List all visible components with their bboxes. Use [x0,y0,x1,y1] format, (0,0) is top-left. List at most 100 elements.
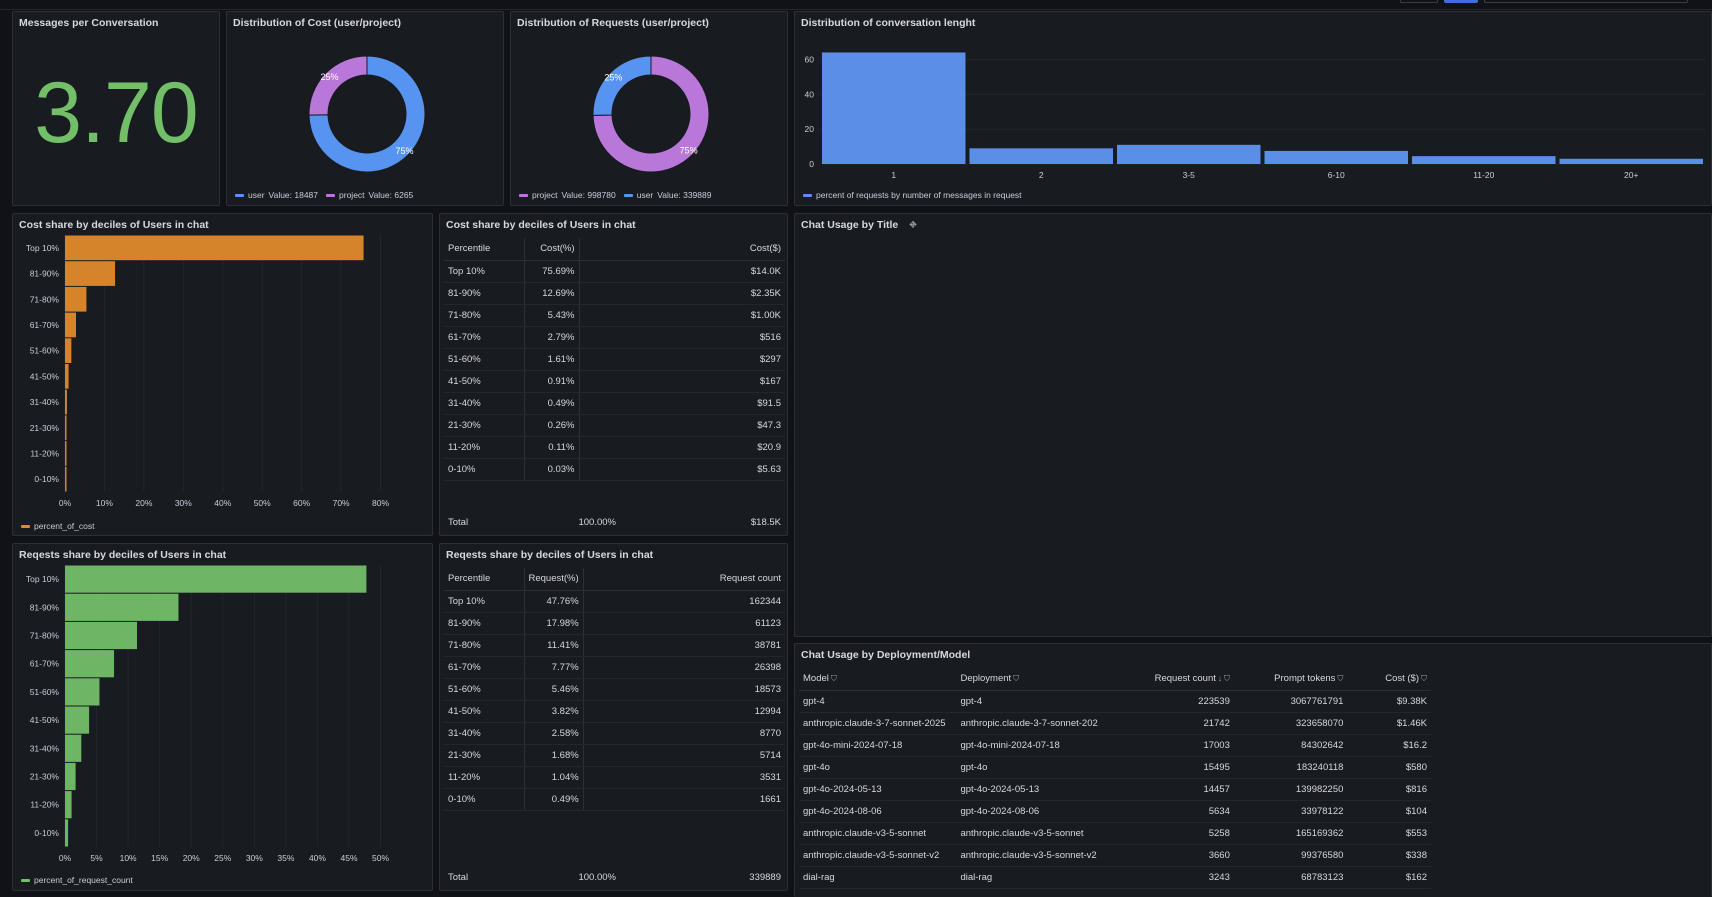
y-tick-label: Top 10% [26,243,60,253]
column-header[interactable]: Model ⛉ [799,668,957,691]
table-cell: 0.03% [523,458,579,481]
panel-title: Distribution of Requests (user/project) [517,17,709,29]
filter-icon[interactable]: ⛉ [1223,674,1230,684]
table-row: Top 10% 47.76% 162344 [444,590,785,613]
table-cell: 139982250 [1233,778,1348,801]
table-cell: 38781 [582,634,785,657]
legend-label[interactable]: project [339,190,365,200]
table-cell: 0.91% [523,370,579,393]
x-tick-label: 0% [59,498,72,508]
toolbar-button[interactable] [1400,0,1438,3]
filter-icon[interactable]: ⛉ [830,674,837,684]
column-header[interactable]: Cost ($) ⛉ [1347,668,1431,691]
table-row: 51-60% 5.46% 18573 [444,678,785,701]
chart-legend: percent of requests by number of message… [803,190,1022,200]
column-header[interactable]: Percentile [444,238,524,261]
link-off-icon[interactable]: ⛖ [909,220,918,231]
toolbar-button-active[interactable] [1444,0,1478,3]
table-cell: 61-70% [444,656,524,679]
legend-label[interactable]: user [248,190,265,200]
table-cell: gpt-4 [799,690,957,713]
bar-11-20- [65,791,72,819]
total-value: $18.5K [750,517,781,528]
table-cell: 0.26% [523,414,579,437]
table-cell: anthropic.claude-3-7-sonnet-202 [956,712,1125,735]
filter-icon[interactable]: ⛉ [1013,674,1020,684]
y-tick-label: 51-60% [30,687,60,697]
slice-label: 25% [321,72,339,82]
y-tick-label: 31-40% [30,743,60,753]
table-cell: gpt-4o [956,756,1125,779]
time-range-picker[interactable] [1484,0,1688,3]
bar-81-90- [65,593,179,621]
x-tick-label: 60% [293,498,310,508]
table-cell: 81-90% [444,612,524,635]
y-tick-label: 31-40% [30,397,60,407]
legend-swatch [235,193,244,197]
table-total-row: Total 100.00% 339889 [448,872,781,883]
column-header[interactable]: Request count ↓ ⛉ [1124,668,1234,691]
bar-61-70- [65,650,115,678]
filter-icon[interactable]: ⛉ [1337,674,1344,684]
table-cell: dial-rag [799,866,957,889]
legend-label[interactable]: user [636,190,654,200]
table-cell: $2.35K [578,282,785,305]
total-label: Total [448,872,469,883]
legend-value: Value: 6265 [368,190,414,200]
table-cell: anthropic.claude-3-7-sonnet-2025 [799,712,957,735]
y-tick-label: 41-50% [30,371,60,381]
conversation-length-chart: 0 20 40 60 1 2 3-5 6-10 11-20 20+ [805,52,1705,180]
cost-share-table: Percentile Cost(%) Cost($) Top 10% 75.69% $14… [444,238,785,481]
table-cell: gpt-4o-2024-08-06 [799,800,957,823]
x-tick-label: 80% [372,498,389,508]
filter-icon[interactable]: ⛉ [1421,674,1427,684]
table-cell: $162 [1347,866,1431,889]
table-row: dial-rag dial-rag 3243 68783123 $162 [799,866,1431,889]
table-cell: 3531 [582,766,785,789]
legend-label[interactable]: percent of requests by number of message… [816,190,1022,200]
table-cell: 61-70% [444,326,524,349]
table-row: 11-20% 1.04% 3531 [444,766,785,789]
column-header[interactable]: Prompt tokens ⛉ [1233,668,1348,691]
panel-title: Reqests share by deciles of Users in cha… [19,549,227,561]
table-cell: 68783123 [1233,866,1348,889]
legend-swatch [519,193,528,197]
y-tick-label: 81-90% [30,602,60,612]
y-tick-label: Top 10% [26,574,60,584]
x-tick-label: 6-10 [1328,170,1345,180]
slice-label: 75% [395,146,413,156]
y-tick-label: 61-70% [30,659,60,669]
column-header[interactable]: Cost($) [578,238,785,261]
legend-swatch [803,193,812,197]
bar-41-50- [65,706,90,734]
table-cell: 51-60% [444,678,524,701]
panel-title: Distribution of conversation lenght [801,17,976,29]
x-tick-label: 35% [277,853,294,863]
x-tick-label: 20% [183,853,200,863]
legend-swatch [326,193,336,197]
table-cell: 17003 [1124,734,1234,757]
table-cell: 41-50% [444,370,524,393]
request-share-chart-panel: Reqests share by deciles of Users in cha… [12,543,433,891]
sort-desc-icon[interactable]: ↓ [1217,674,1222,684]
bar-81-90- [65,261,116,286]
table-cell: 21-30% [444,414,524,437]
legend-label[interactable]: percent_of_cost [34,521,95,531]
legend-value: Value: 339889 [657,190,712,200]
table-cell: 71-80% [444,634,524,657]
bar-51-60- [65,678,100,706]
total-percent: 100.00% [578,517,616,528]
x-tick-label: 45% [340,853,357,863]
column-header[interactable]: Request(%) [523,568,584,591]
x-tick-label: 70% [333,498,350,508]
cost-distribution-panel: Distribution of Cost (user/project) 75% 2… [226,11,504,206]
legend-label[interactable]: percent_of_request_count [34,875,133,885]
column-header[interactable]: Percentile [444,568,524,591]
x-tick-label: 0% [59,853,72,863]
column-header[interactable]: Request count [582,568,785,591]
column-header[interactable]: Deployment ⛉ [956,668,1125,691]
legend-label[interactable]: project [532,190,558,200]
table-cell: $16.2 [1347,734,1431,757]
bar-21-30- [65,762,76,791]
column-header[interactable]: Cost(%) [523,238,579,261]
